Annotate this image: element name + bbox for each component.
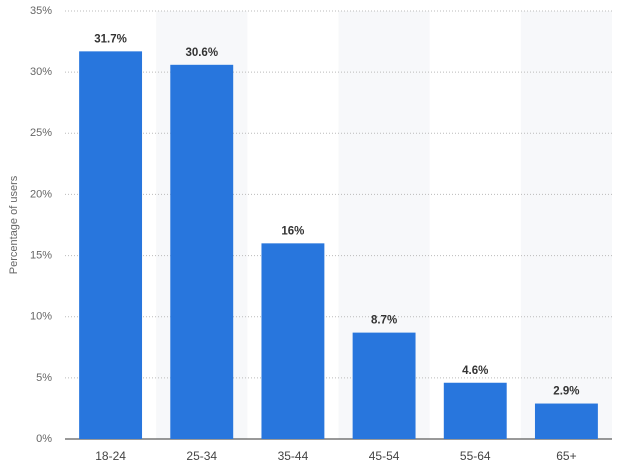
y-tick-label: 0% — [36, 433, 52, 445]
y-tick-label: 20% — [30, 188, 52, 200]
bar — [534, 403, 598, 439]
y-tick-label: 15% — [30, 249, 52, 261]
y-tick-label: 25% — [30, 127, 52, 139]
y-axis-label: Percentage of users — [8, 175, 20, 274]
x-tick-label: 55-64 — [460, 449, 491, 463]
bar — [261, 243, 325, 439]
bar — [352, 332, 416, 439]
bar — [170, 64, 234, 439]
x-tick-label: 65+ — [556, 449, 576, 463]
value-label: 4.6% — [462, 365, 488, 377]
y-tick-label: 30% — [30, 66, 52, 78]
x-tick-label: 25-34 — [186, 449, 217, 463]
y-tick-label: 10% — [30, 311, 52, 323]
x-tick-label: 45-54 — [369, 449, 400, 463]
value-label: 31.7% — [94, 33, 127, 45]
value-label: 16% — [281, 225, 304, 237]
x-tick-label: 35-44 — [278, 449, 309, 463]
y-tick-label: 35% — [30, 5, 52, 17]
value-label: 8.7% — [371, 315, 397, 327]
y-tick-label: 5% — [36, 372, 52, 384]
bar — [443, 382, 507, 439]
value-label: 2.9% — [553, 386, 579, 398]
column-band — [520, 11, 612, 439]
x-tick-label: 18-24 — [95, 449, 126, 463]
bar — [79, 51, 143, 440]
value-label: 30.6% — [185, 47, 218, 59]
